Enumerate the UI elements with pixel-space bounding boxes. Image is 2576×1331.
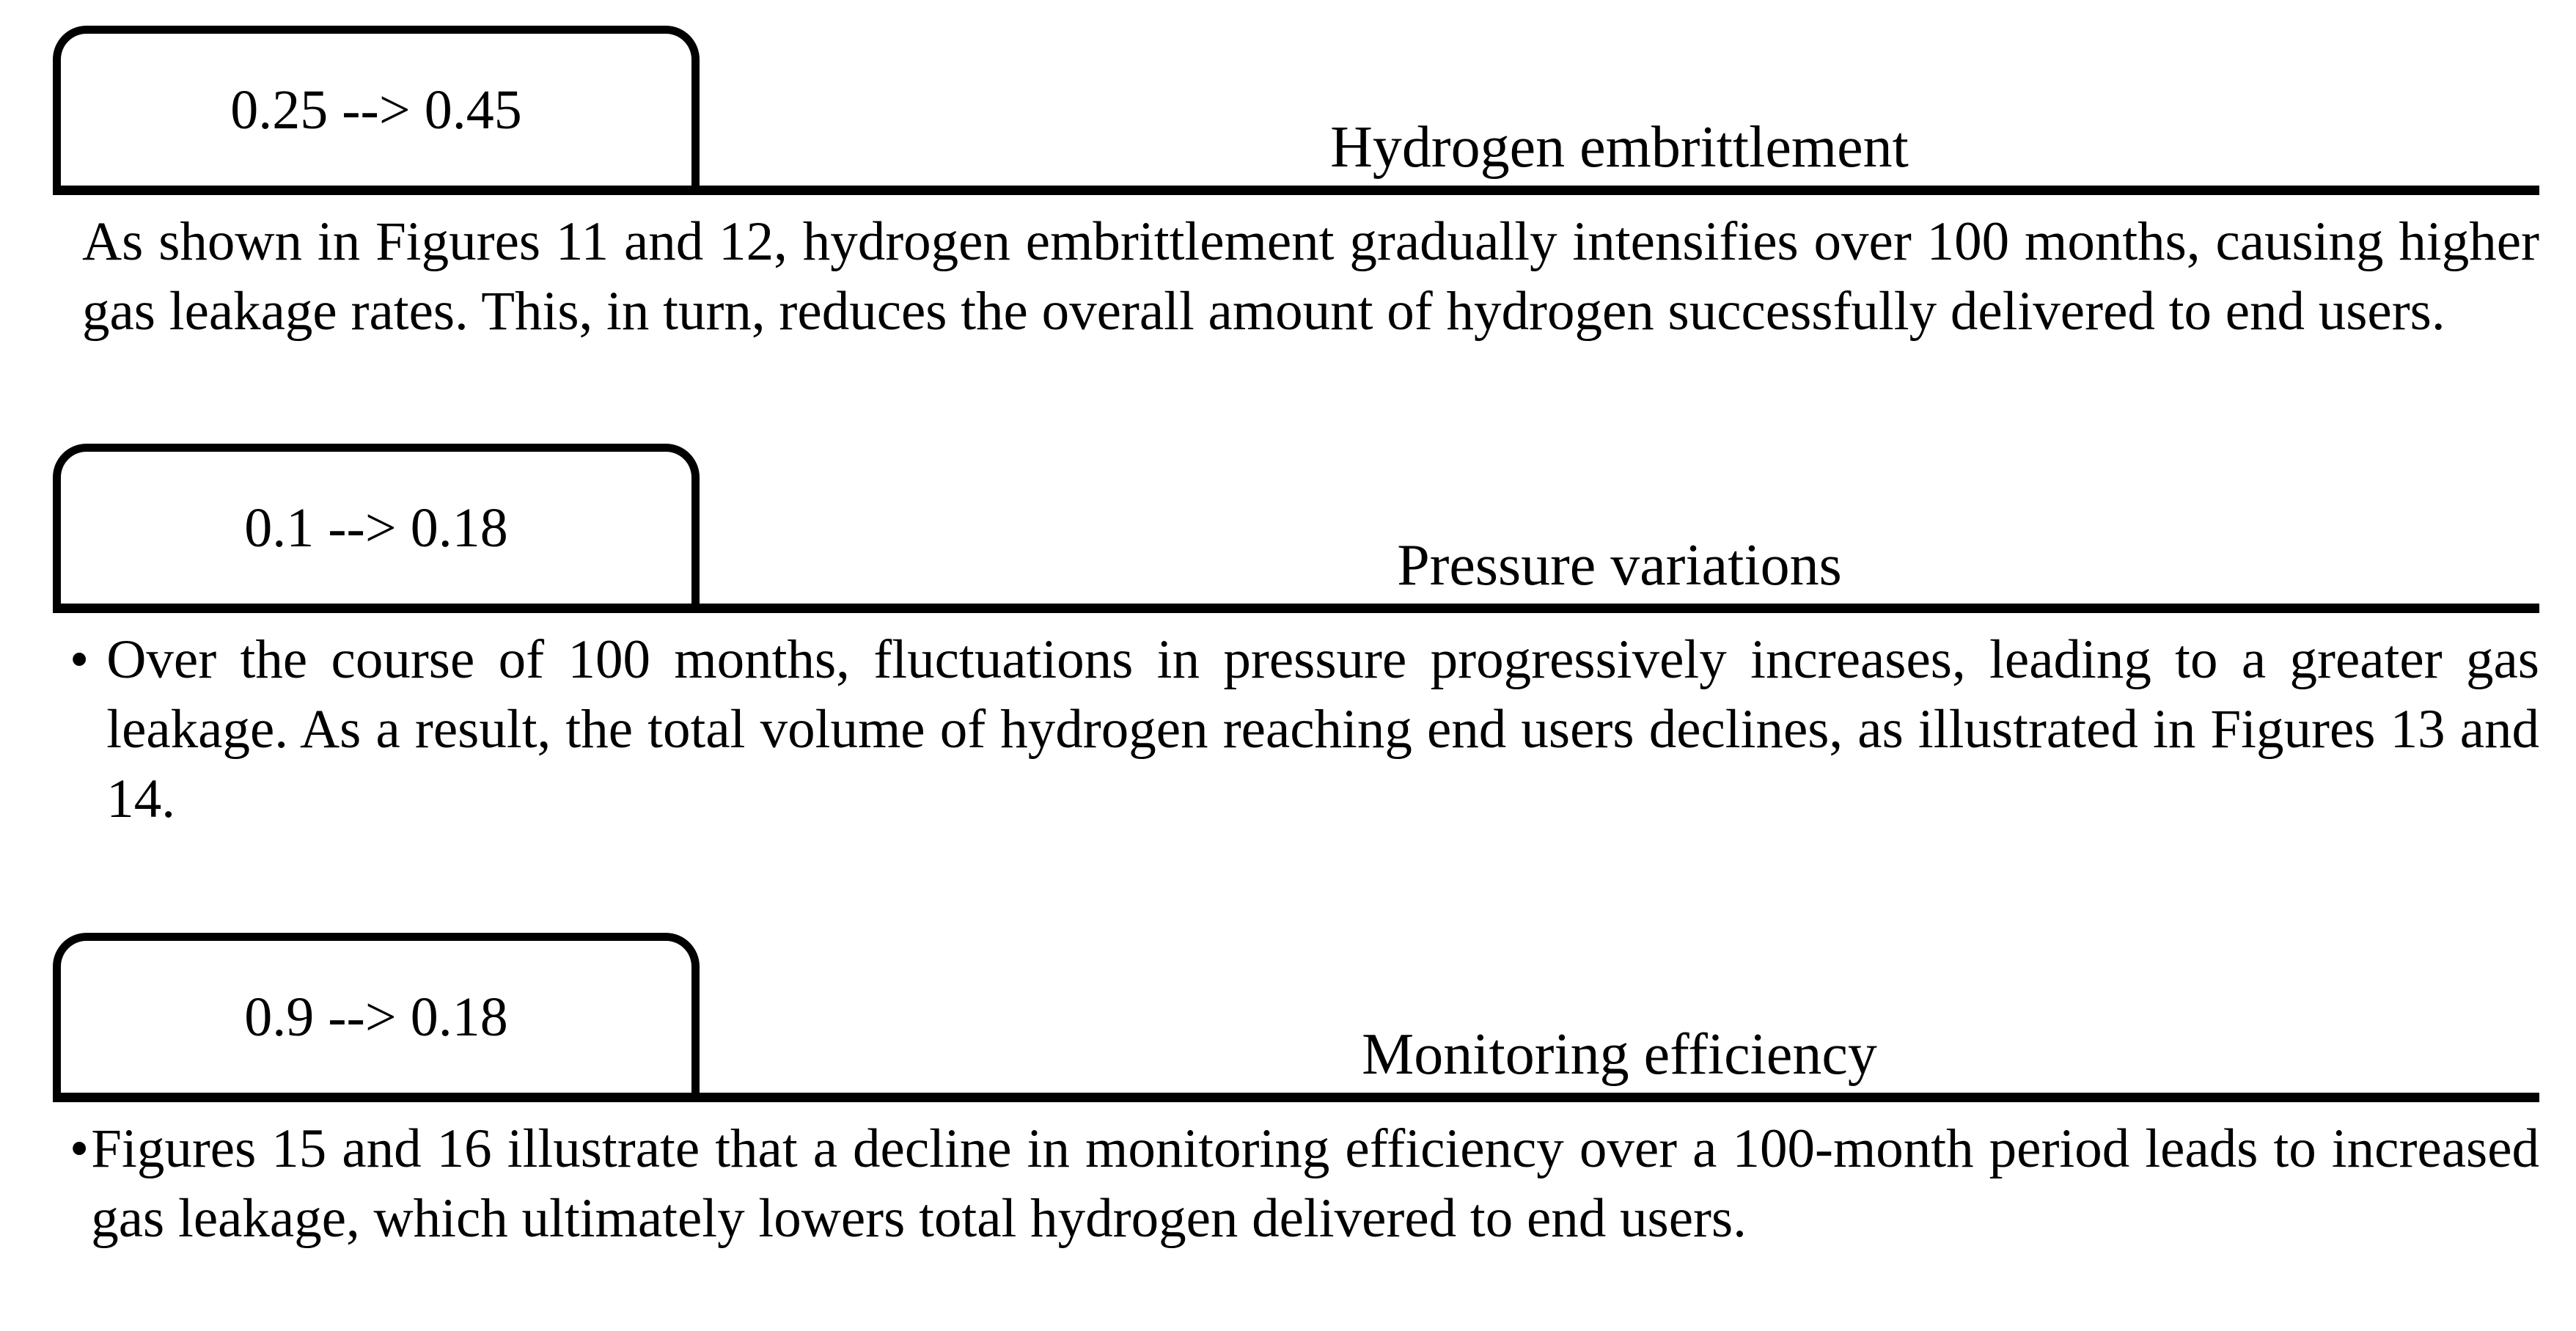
section-header-rule: 0.25 --> 0.45 Hydrogen embrittlement — [53, 26, 2539, 195]
parameter-transition-value: 0.9 --> 0.18 — [244, 986, 508, 1048]
parameter-transition-value: 0.1 --> 0.18 — [244, 496, 508, 559]
section-pressure-variations: 0.1 --> 0.18 Pressure variations • Over … — [0, 444, 2576, 834]
parameter-transition-box: 0.1 --> 0.18 — [53, 444, 700, 604]
parameter-transition-value: 0.25 --> 0.45 — [230, 78, 522, 141]
section-heading: Pressure variations — [1397, 533, 1842, 598]
section-paragraph: • Figures 15 and 16 illustrate that a de… — [70, 1114, 2539, 1253]
section-heading: Monitoring efficiency — [1362, 1022, 1877, 1087]
section-hydrogen-embrittlement: 0.25 --> 0.45 Hydrogen embrittlement As … — [0, 26, 2576, 346]
parameter-transition-box: 0.9 --> 0.18 — [53, 933, 700, 1093]
section-heading: Hydrogen embrittlement — [1330, 115, 1909, 180]
paragraph-text: Figures 15 and 16 illustrate that a decl… — [91, 1118, 2539, 1249]
bullet-icon: • — [70, 629, 89, 690]
paragraph-text: Over the course of 100 months, fluctuati… — [106, 629, 2539, 829]
section-header-rule: 0.1 --> 0.18 Pressure variations — [53, 444, 2539, 613]
bullet-icon: • — [70, 1118, 89, 1179]
section-header-rule: 0.9 --> 0.18 Monitoring efficiency — [53, 933, 2539, 1102]
section-paragraph: As shown in Figures 11 and 12, hydrogen … — [82, 211, 2539, 342]
section-paragraph: • Over the course of 100 months, fluctua… — [70, 625, 2539, 834]
section-monitoring-efficiency: 0.9 --> 0.18 Monitoring efficiency • Fig… — [0, 933, 2576, 1253]
parameter-transition-box: 0.25 --> 0.45 — [53, 26, 700, 186]
